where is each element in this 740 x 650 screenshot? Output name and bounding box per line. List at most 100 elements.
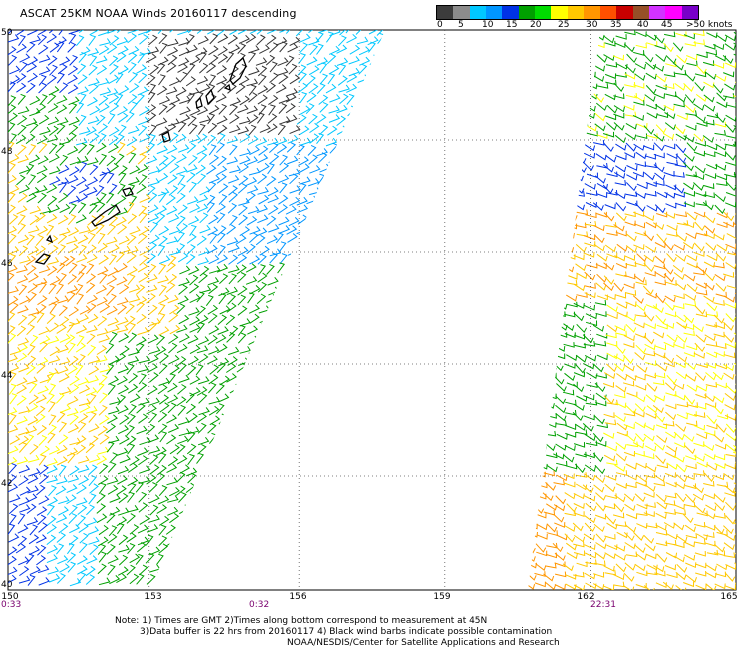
wind-barb xyxy=(227,356,238,366)
wind-barb xyxy=(573,541,585,548)
wind-barb xyxy=(228,185,238,196)
wind-barb xyxy=(199,115,211,124)
wind-barb xyxy=(703,94,715,103)
wind-barb xyxy=(615,262,628,269)
wind-barb xyxy=(665,431,677,439)
wind-barb xyxy=(584,495,596,502)
wind-barb xyxy=(673,455,685,463)
wind-barb xyxy=(229,165,241,174)
wind-barb xyxy=(8,523,16,535)
wind-barb xyxy=(57,215,69,225)
wind-barb xyxy=(168,226,181,235)
wind-barb xyxy=(715,283,727,292)
colorbar-label: 25 xyxy=(558,20,570,30)
wind-barb xyxy=(79,403,91,413)
wind-barb xyxy=(56,95,68,105)
wind-barb xyxy=(554,552,566,561)
wind-barb xyxy=(566,503,578,513)
wind-barb xyxy=(603,212,615,222)
wind-barb xyxy=(69,384,80,395)
wind-barb xyxy=(29,107,41,117)
wind-barb xyxy=(623,354,634,364)
wind-barb xyxy=(98,482,107,494)
wind-barb xyxy=(87,48,100,56)
wind-barb xyxy=(259,44,270,54)
wind-barb xyxy=(605,493,617,499)
wind-barb xyxy=(87,96,98,107)
wind-barb xyxy=(643,492,655,498)
wind-barb xyxy=(267,276,279,286)
wind-barb xyxy=(564,362,576,369)
wind-barb xyxy=(129,553,141,564)
wind-barb xyxy=(127,30,140,34)
wind-barb xyxy=(98,525,109,536)
wind-barb xyxy=(26,324,36,336)
wind-barb xyxy=(67,291,76,303)
wind-barb xyxy=(76,102,85,114)
wind-barb xyxy=(107,224,117,236)
wind-barb xyxy=(706,112,719,119)
wind-barb xyxy=(663,71,676,78)
wind-barb xyxy=(46,184,58,194)
wind-barb xyxy=(337,75,348,86)
wind-barb xyxy=(29,35,42,44)
wind-barb xyxy=(66,285,79,294)
wind-barb xyxy=(28,174,37,186)
wind-barb xyxy=(613,355,625,362)
wind-barb xyxy=(217,244,226,256)
wind-barb xyxy=(198,51,207,64)
wind-barb xyxy=(229,125,241,134)
wind-barb xyxy=(576,395,588,402)
wind-barb xyxy=(325,83,337,94)
wind-barb xyxy=(564,444,576,452)
wind-barb xyxy=(694,505,706,514)
wind-barb xyxy=(713,331,725,338)
wind-barb xyxy=(635,279,647,286)
wind-barb xyxy=(616,243,628,252)
wind-barb xyxy=(67,321,76,333)
wind-barb xyxy=(8,81,16,93)
wind-barb xyxy=(48,244,59,256)
wind-barb xyxy=(278,95,291,104)
wind-barb xyxy=(319,124,329,136)
wind-barb xyxy=(675,361,687,369)
wind-barb xyxy=(685,411,697,417)
wind-barb xyxy=(158,33,168,45)
wind-barb xyxy=(685,362,697,371)
wind-barb xyxy=(615,165,627,173)
wind-barb xyxy=(76,484,87,495)
wind-barb xyxy=(215,203,226,214)
wind-barb xyxy=(682,513,694,524)
wind-barb xyxy=(107,317,119,326)
wind-barb xyxy=(665,311,677,318)
wind-barb xyxy=(674,82,686,91)
wind-barb xyxy=(625,524,637,533)
wind-barb xyxy=(229,97,241,106)
wind-barb xyxy=(138,205,148,217)
wind-barb xyxy=(145,30,157,34)
wind-barb xyxy=(245,33,257,44)
wind-barb xyxy=(148,34,158,46)
wind-barb xyxy=(118,425,130,435)
wind-barb xyxy=(197,106,209,116)
wind-barb xyxy=(226,237,239,246)
wind-barb xyxy=(654,255,666,264)
wind-barb xyxy=(158,423,168,435)
wind-barb xyxy=(604,203,616,210)
wind-barb xyxy=(546,503,558,511)
wind-barb xyxy=(208,405,220,416)
wind-barb xyxy=(327,73,336,85)
footnote-line-2: 3)Data buffer is 22 hrs from 20160117 4)… xyxy=(140,627,553,637)
wind-barb xyxy=(137,233,148,244)
wind-barb xyxy=(188,216,200,226)
wind-barb xyxy=(664,492,677,499)
wind-barb xyxy=(706,311,719,317)
wind-barb xyxy=(76,254,88,263)
wind-barb xyxy=(158,452,167,464)
wind-barb xyxy=(8,264,18,274)
wind-barb xyxy=(189,283,200,294)
wind-barb xyxy=(676,321,688,330)
wind-barb xyxy=(97,266,109,276)
wind-barb xyxy=(257,173,268,184)
wind-barb xyxy=(298,156,309,166)
